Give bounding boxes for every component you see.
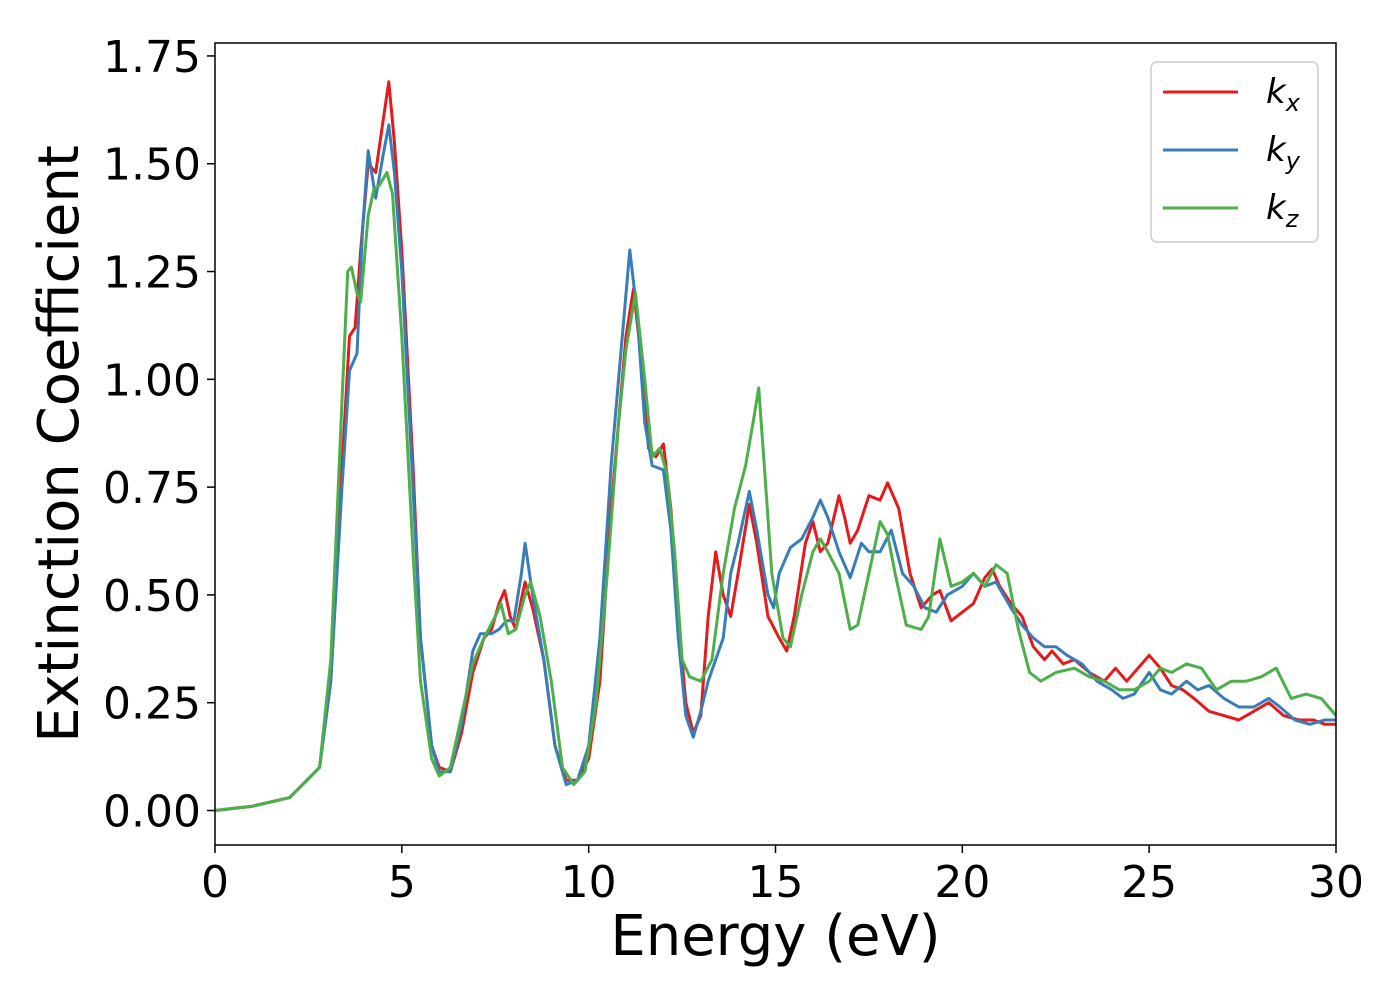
y-axis-title: Extinction Coefficient [27,145,92,743]
legend-label-k_x: kx [1266,72,1301,117]
legend-label-k_y: ky [1266,130,1301,175]
x-tick-label: 0 [201,857,229,908]
series-line-k_z [215,170,1336,812]
legend: kx ky kz [1150,61,1319,243]
y-tick-label: 0.00 [103,787,201,838]
y-tick-label: 1.75 [103,32,201,83]
y-tick-label: 1.00 [103,355,201,406]
x-axis: 0 5 10 15 20 25 30 [201,845,1364,908]
x-tick-label: 15 [748,857,804,908]
legend-label-k_z: kz [1266,188,1300,233]
x-tick-label: 10 [561,857,617,908]
y-tick-label: 0.25 [103,679,201,730]
plot-lines [215,80,1336,812]
x-tick-label: 25 [1121,857,1177,908]
x-tick-label: 20 [934,857,990,908]
x-axis-title: Energy (eV) [610,904,940,969]
y-tick-label: 0.50 [103,571,201,622]
y-axis: 0.00 0.25 0.50 0.75 1.00 1.25 1.50 1.75 [103,32,215,838]
series-line-k_y [215,123,1336,812]
y-tick-label: 1.25 [103,248,201,299]
x-tick-label: 30 [1308,857,1364,908]
y-tick-label: 0.75 [103,463,201,514]
x-tick-label: 5 [388,857,416,908]
y-tick-label: 1.50 [103,140,201,191]
legend-box [1150,61,1319,243]
